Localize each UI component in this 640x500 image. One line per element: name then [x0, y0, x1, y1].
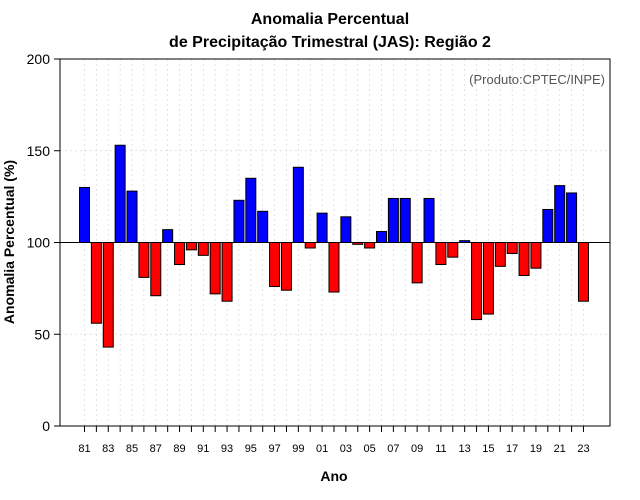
chart-title-line1: Anomalia Percentual — [251, 11, 409, 28]
bar-92 — [209, 242, 221, 295]
bar-01 — [316, 212, 328, 243]
bar-94 — [233, 199, 245, 244]
x-tick-label: 81 — [78, 443, 90, 455]
bar-85 — [126, 190, 138, 243]
bar-15 — [482, 242, 494, 315]
x-tick-label: 83 — [102, 443, 114, 455]
bar-93 — [221, 242, 233, 302]
x-tick-label: 85 — [126, 443, 138, 455]
chart-title-line2: de Precipitação Trimestral (JAS): Região… — [169, 34, 491, 51]
y-tick-label: 150 — [27, 143, 51, 159]
bar-02 — [328, 242, 340, 293]
credit-label: (Produto:CPTEC/INPE) — [469, 72, 605, 87]
bar-06 — [376, 230, 387, 244]
x-tick-label: 97 — [268, 443, 280, 455]
x-tick-label: 17 — [506, 443, 518, 455]
bar-89 — [174, 242, 186, 266]
y-tick-label: 200 — [27, 51, 51, 67]
bar-09 — [411, 242, 423, 284]
x-tick-label: 03 — [340, 443, 352, 455]
bar-22 — [566, 192, 578, 243]
bar-17 — [506, 242, 518, 255]
bars — [79, 144, 589, 348]
x-axis-label: Ano — [320, 468, 347, 484]
bar-91 — [197, 242, 209, 256]
y-axis-label: Anomalia Percentual (%) — [1, 160, 17, 324]
x-tick-label: 89 — [173, 443, 185, 455]
bar-10 — [423, 197, 435, 244]
x-tick-label: 13 — [459, 443, 471, 455]
bar-03 — [340, 216, 352, 243]
bar-12 — [447, 242, 459, 258]
x-tick-label: 93 — [221, 443, 233, 455]
bar-08 — [399, 197, 411, 244]
bar-19 — [530, 242, 542, 269]
x-tick-label: 99 — [292, 443, 304, 455]
bar-07 — [387, 197, 399, 244]
bar-97 — [269, 242, 281, 288]
bar-83 — [102, 242, 114, 348]
bar-88 — [162, 229, 174, 244]
x-tick-label: 21 — [554, 443, 566, 455]
x-tick-label: 05 — [363, 443, 375, 455]
x-tick-label: 15 — [482, 443, 494, 455]
x-tick-label: 11 — [435, 443, 446, 455]
x-tick-label: 09 — [411, 443, 423, 455]
bar-84 — [114, 144, 126, 243]
bar-23 — [577, 242, 589, 302]
y-tick-label: 50 — [34, 326, 50, 342]
bar-18 — [518, 242, 530, 277]
x-tick-label: 07 — [387, 443, 399, 455]
bar-86 — [138, 242, 150, 278]
x-axis: 81 83 85 87 89 91 93 95 97 99 01 03 05 07 09 11 13 15 17 19… — [78, 426, 590, 455]
bar-14 — [471, 242, 483, 321]
bar-11 — [435, 242, 447, 266]
bar-87 — [150, 242, 162, 297]
x-tick-label: 91 — [197, 443, 209, 455]
bar-98 — [280, 242, 292, 291]
y-tick-label: 0 — [42, 418, 50, 434]
bar-95 — [245, 177, 257, 244]
y-axis: 0 50 100 150 200 — [27, 51, 60, 434]
bar-81 — [79, 186, 90, 243]
bar-00 — [304, 242, 316, 249]
x-tick-label: 01 — [316, 443, 328, 455]
x-tick-label: 87 — [150, 443, 162, 455]
bar-99 — [292, 166, 304, 243]
x-tick-label: 95 — [245, 443, 257, 455]
bar-90 — [185, 242, 197, 251]
bar-05 — [364, 242, 376, 249]
bar-16 — [494, 242, 506, 267]
y-tick-label: 100 — [27, 235, 51, 251]
bar-96 — [257, 210, 269, 243]
bar-20 — [542, 208, 554, 243]
x-tick-label: 19 — [530, 443, 542, 455]
bar-21 — [554, 185, 566, 243]
bar-82 — [90, 242, 102, 324]
x-tick-label: 23 — [577, 443, 589, 455]
